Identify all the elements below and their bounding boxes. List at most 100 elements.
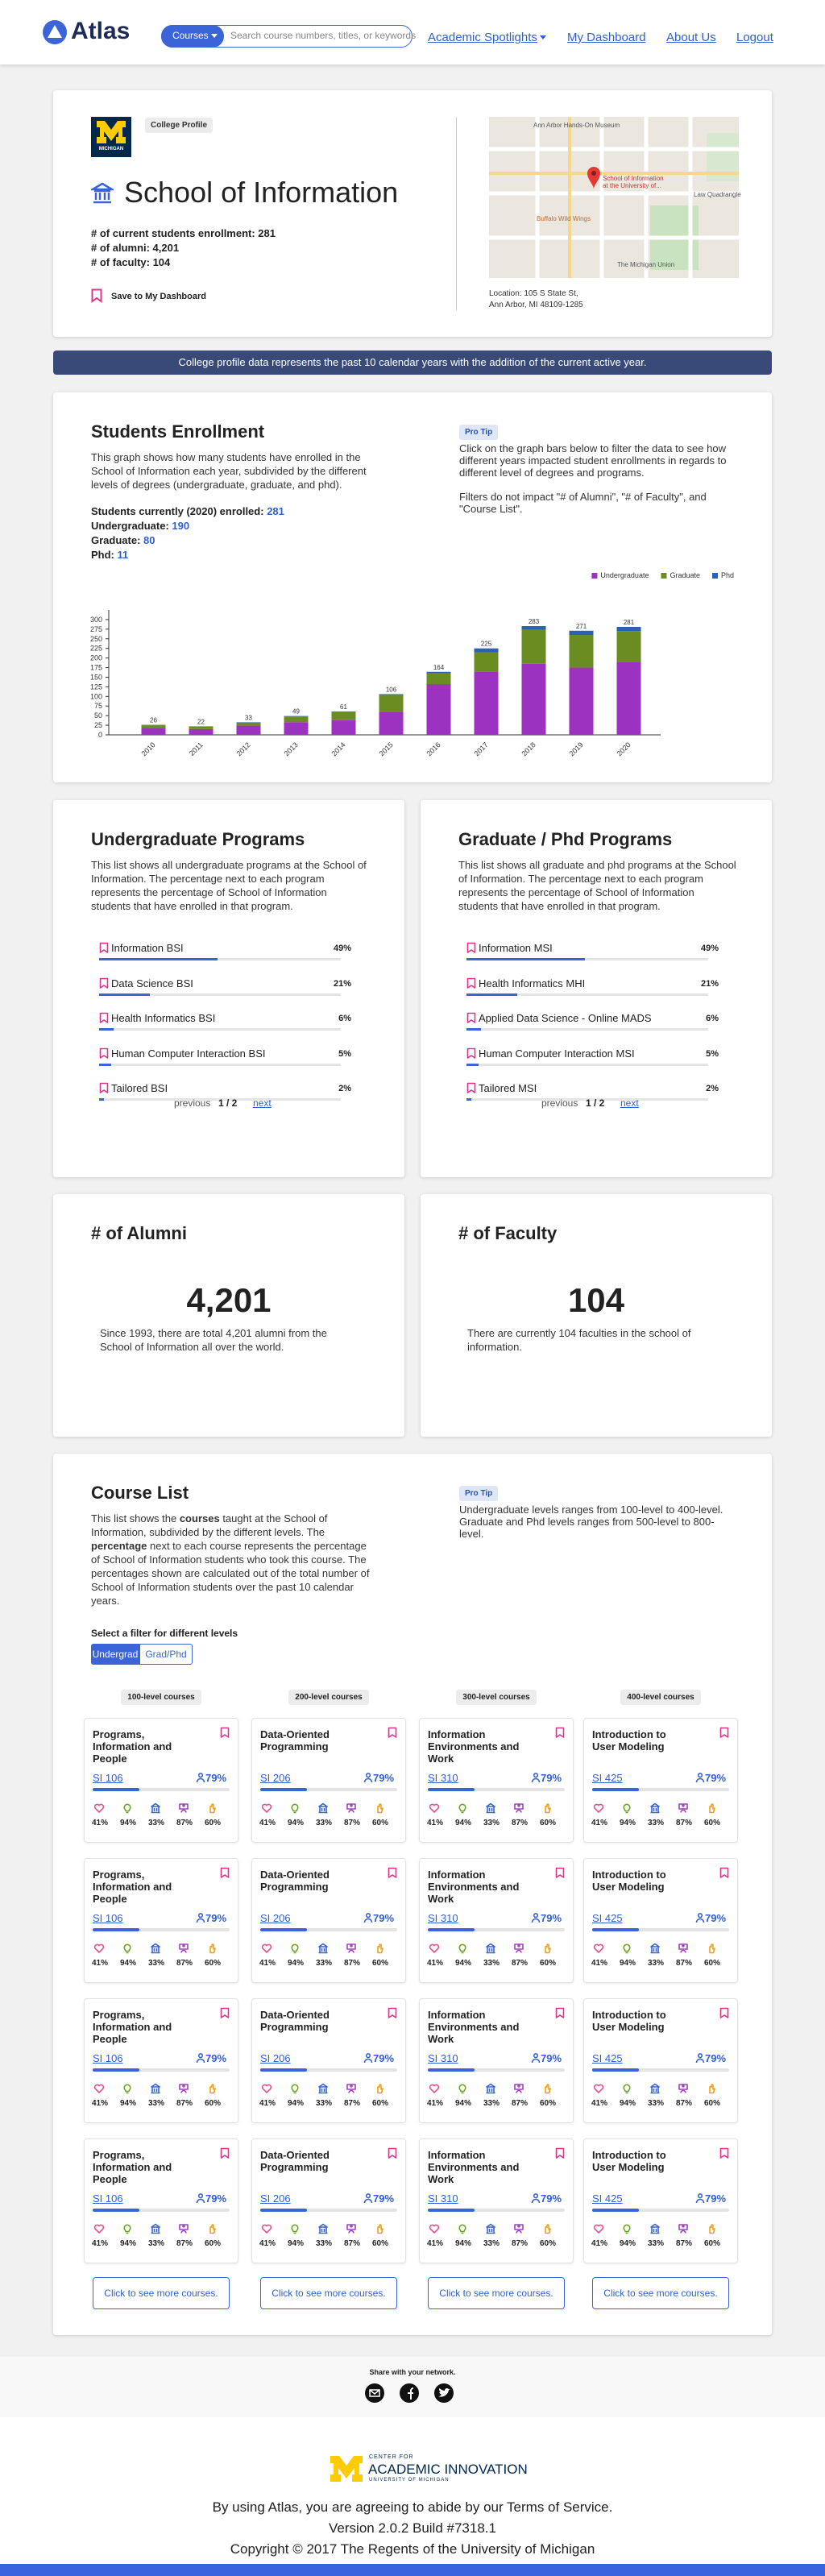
course-stat: 33% — [647, 1819, 664, 1827]
progress-bar — [466, 1098, 471, 1101]
bookmark-icon[interactable] — [555, 1867, 565, 1879]
filter-button[interactable]: Grad/Phd — [139, 1644, 193, 1665]
bookmark-icon[interactable] — [99, 1082, 109, 1094]
bookmark-icon[interactable] — [220, 2147, 230, 2159]
course-code[interactable]: SI 425 — [592, 1912, 623, 1924]
pager-prev[interactable]: previous — [174, 1097, 211, 1109]
course-code[interactable]: SI 310 — [428, 1912, 458, 1924]
bar-segment — [284, 722, 309, 735]
course-card[interactable]: Introduction to User Modeling SI 425 79% 41… — [583, 2138, 738, 2263]
course-stat: 60% — [371, 2099, 388, 2108]
course-code[interactable]: SI 106 — [93, 2192, 123, 2205]
course-card[interactable]: Programs, Information and People SI 106 79… — [84, 1858, 238, 1983]
course-card[interactable]: Information Environments and Work SI 310 7… — [419, 1718, 574, 1843]
course-code[interactable]: SI 206 — [260, 2192, 291, 2205]
course-code[interactable]: SI 206 — [260, 1772, 291, 1784]
course-code[interactable]: SI 106 — [93, 1912, 123, 1924]
building-icon — [318, 2223, 328, 2234]
more-courses-button[interactable]: Click to see more courses. — [260, 2277, 397, 2309]
bookmark-icon[interactable] — [220, 1727, 230, 1739]
course-title: Programs, Information and People — [93, 2149, 172, 2185]
bookmark-icon[interactable] — [466, 977, 476, 989]
bookmark-icon[interactable] — [99, 1047, 109, 1060]
course-percent: 79% — [205, 2052, 227, 2064]
save-link[interactable]: Save to My Dashboard — [111, 292, 206, 301]
bookmark-icon[interactable] — [719, 2147, 729, 2159]
building-icon — [318, 2083, 328, 2094]
emphasis: percentage — [91, 1540, 147, 1552]
value: 190 — [172, 520, 190, 532]
course-card[interactable]: Data-Oriented Programming SI 206 79% 41% 94%… — [251, 1718, 406, 1843]
bookmark-icon[interactable] — [555, 1727, 565, 1739]
bookmark-icon[interactable] — [388, 2147, 397, 2159]
bookmark-icon[interactable] — [466, 1047, 476, 1060]
progress-track — [99, 1063, 341, 1066]
course-code[interactable]: SI 106 — [93, 2052, 123, 2064]
more-courses-button[interactable]: Click to see more courses. — [592, 2277, 729, 2309]
course-card[interactable]: Information Environments and Work SI 310 7… — [419, 1858, 574, 1983]
bookmark-icon[interactable] — [99, 1012, 109, 1024]
bookmark-icon[interactable] — [466, 1012, 476, 1024]
course-code[interactable]: SI 310 — [428, 2052, 458, 2064]
bookmark-icon[interactable] — [220, 2007, 230, 2019]
share-band: Share with your network. — [0, 2357, 825, 2417]
pager-next[interactable]: next — [253, 1097, 272, 1109]
bookmark-icon[interactable] — [719, 1727, 729, 1739]
course-code[interactable]: SI 206 — [260, 2052, 291, 2064]
course-card[interactable]: Programs, Information and People SI 106 79… — [84, 2138, 238, 2263]
course-card[interactable]: Data-Oriented Programming SI 206 79% 41% 94%… — [251, 2138, 406, 2263]
course-card[interactable]: Programs, Information and People SI 106 79… — [84, 1718, 238, 1843]
nav-link[interactable]: Logout — [736, 31, 773, 44]
nav-link[interactable]: Academic Spotlights — [428, 31, 537, 44]
bookmark-icon[interactable] — [388, 1727, 397, 1739]
m-logo — [97, 121, 126, 143]
bookmark-icon[interactable] — [719, 2007, 729, 2019]
course-code[interactable]: SI 310 — [428, 1772, 458, 1784]
more-courses-button[interactable]: Click to see more courses. — [93, 2277, 230, 2309]
course-card[interactable]: Information Environments and Work SI 310 7… — [419, 2138, 574, 2263]
course-card[interactable]: Information Environments and Work SI 310 7… — [419, 1998, 574, 2123]
course-card[interactable]: Data-Oriented Programming SI 206 79% 41% 94%… — [251, 1858, 406, 1983]
course-code[interactable]: SI 425 — [592, 2052, 623, 2064]
progress-bar — [99, 1063, 111, 1066]
heart-icon-shape — [429, 2224, 440, 2234]
nav-link[interactable]: My Dashboard — [567, 31, 646, 44]
presenter-icon-shape — [179, 2084, 189, 2093]
course-code[interactable]: SI 425 — [592, 2192, 623, 2205]
course-code[interactable]: SI 425 — [592, 1772, 623, 1784]
course-code[interactable]: SI 206 — [260, 1912, 291, 1924]
bookmark-icon[interactable] — [555, 2007, 565, 2019]
bookmark-icon[interactable] — [555, 2147, 565, 2159]
bookmark-icon[interactable] — [91, 288, 102, 303]
course-code[interactable]: SI 310 — [428, 2192, 458, 2205]
bookmark-icon[interactable] — [719, 1867, 729, 1879]
progress-bar — [428, 2209, 475, 2212]
bookmark-icon[interactable] — [388, 1867, 397, 1879]
hand-icon-shape — [377, 2084, 383, 2094]
course-stat: 94% — [119, 1819, 136, 1827]
course-card[interactable]: Introduction to User Modeling SI 425 79% 41… — [583, 1858, 738, 1983]
bookmark-icon[interactable] — [99, 977, 109, 989]
bookmark-icon[interactable] — [99, 942, 109, 954]
bookmark-icon[interactable] — [466, 1082, 476, 1094]
filter-button[interactable]: Undergrad — [91, 1644, 139, 1665]
map[interactable] — [489, 117, 739, 278]
pager-next[interactable]: next — [620, 1097, 639, 1109]
course-card[interactable]: Introduction to User Modeling SI 425 79% 41… — [583, 1998, 738, 2123]
course-card[interactable]: Introduction to User Modeling SI 425 79% 41… — [583, 1718, 738, 1843]
course-card[interactable]: Programs, Information and People SI 106 79… — [84, 1998, 238, 2123]
pager-prev[interactable]: previous — [541, 1097, 578, 1109]
more-courses-button[interactable]: Click to see more courses. — [428, 2277, 565, 2309]
course-card[interactable]: Data-Oriented Programming SI 206 79% 41% 94%… — [251, 1998, 406, 2123]
person-icon — [196, 2193, 205, 2204]
bookmark-icon[interactable] — [466, 942, 476, 954]
nav-link[interactable]: About Us — [666, 31, 716, 44]
heart-icon — [261, 2084, 272, 2093]
email-icon[interactable] — [365, 2383, 384, 2403]
bookmark-icon[interactable] — [220, 1867, 230, 1879]
course-stat: 94% — [119, 2099, 136, 2108]
bookmark-icon[interactable] — [388, 2007, 397, 2019]
person-icon — [363, 2053, 373, 2064]
course-code[interactable]: SI 106 — [93, 1772, 123, 1784]
course-stat: 33% — [315, 1819, 332, 1827]
